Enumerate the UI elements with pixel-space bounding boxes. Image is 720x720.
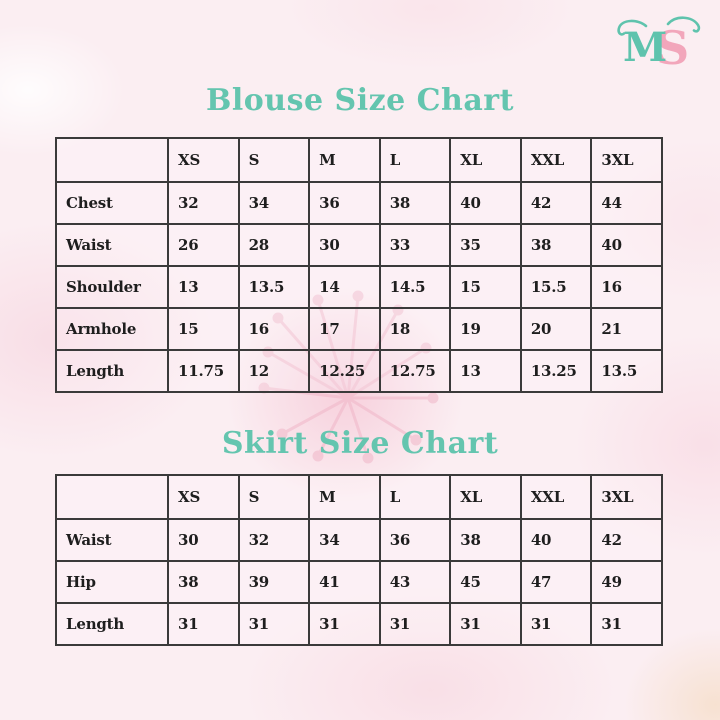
size-value: 13 <box>449 349 522 393</box>
row-label: Chest <box>55 181 169 225</box>
size-value: 34 <box>237 181 311 225</box>
size-value: 36 <box>378 518 452 562</box>
size-value: 14 <box>308 265 381 309</box>
size-value: 40 <box>590 223 663 267</box>
size-value: 17 <box>308 307 381 351</box>
size-value: 43 <box>378 560 452 604</box>
table-row: Armhole 15 16 17 18 19 20 21 <box>55 307 663 351</box>
col-header: XS <box>167 474 240 520</box>
size-value: 38 <box>449 518 522 562</box>
table-row: Chest 32 34 36 38 40 42 44 <box>55 181 663 225</box>
col-header: 3XL <box>590 137 663 183</box>
size-value: 42 <box>590 518 663 562</box>
size-value: 32 <box>167 181 240 225</box>
size-value: 45 <box>449 560 522 604</box>
size-value: 13 <box>167 265 240 309</box>
col-header: XXL <box>519 137 593 183</box>
corner-cell <box>55 474 169 520</box>
size-value: 12.75 <box>378 349 452 393</box>
size-value: 38 <box>519 223 593 267</box>
table-row: Waist 26 28 30 33 35 38 40 <box>55 223 663 267</box>
size-value: 12.25 <box>308 349 381 393</box>
size-value: 33 <box>378 223 452 267</box>
size-value: 19 <box>449 307 522 351</box>
size-value: 30 <box>308 223 381 267</box>
row-label: Hip <box>55 560 169 604</box>
row-label: Waist <box>55 518 169 562</box>
logo-right-swash <box>666 16 701 33</box>
size-value: 15 <box>167 307 240 351</box>
size-value: 26 <box>167 223 240 267</box>
size-value: 28 <box>237 223 311 267</box>
row-label: Length <box>55 349 169 393</box>
table-header-row: XS S M L XL XXL 3XL <box>55 137 663 183</box>
ms-monogram-logo: S M <box>617 16 701 75</box>
size-value: 38 <box>378 181 452 225</box>
col-header: XL <box>449 474 522 520</box>
col-header: XXL <box>519 474 593 520</box>
size-value: 31 <box>590 602 663 646</box>
size-value: 15 <box>449 265 522 309</box>
col-header: M <box>308 137 381 183</box>
size-value: 36 <box>308 181 381 225</box>
row-label: Armhole <box>55 307 169 351</box>
logo-letter-m: M <box>623 24 667 71</box>
blouse-chart-title: Blouse Size Chart <box>206 83 514 118</box>
col-header: S <box>237 474 311 520</box>
table-row: Length 31 31 31 31 31 31 31 <box>55 602 663 646</box>
size-value: 42 <box>519 181 593 225</box>
col-header: L <box>378 137 452 183</box>
col-header: M <box>308 474 381 520</box>
skirt-size-table: XS S M L XL XXL 3XL Waist 30 32 34 36 38… <box>55 474 663 646</box>
size-value: 31 <box>237 602 311 646</box>
row-label: Length <box>55 602 169 646</box>
size-value: 34 <box>308 518 381 562</box>
size-value: 40 <box>449 181 522 225</box>
size-value: 41 <box>308 560 381 604</box>
size-value: 12 <box>237 349 311 393</box>
row-label: Waist <box>55 223 169 267</box>
table-row: Hip 38 39 41 43 45 47 49 <box>55 560 663 604</box>
size-value: 21 <box>590 307 663 351</box>
col-header: S <box>237 137 311 183</box>
size-value: 49 <box>590 560 663 604</box>
size-value: 47 <box>519 560 593 604</box>
table-row: Waist 30 32 34 36 38 40 42 <box>55 518 663 562</box>
size-value: 30 <box>167 518 240 562</box>
size-value: 14.5 <box>378 265 452 309</box>
corner-cell <box>55 137 169 183</box>
size-value: 31 <box>519 602 593 646</box>
row-label: Shoulder <box>55 265 169 309</box>
size-value: 35 <box>449 223 522 267</box>
col-header: 3XL <box>590 474 663 520</box>
size-value: 11.75 <box>167 349 240 393</box>
size-value: 13.5 <box>237 265 311 309</box>
size-value: 44 <box>590 181 663 225</box>
size-value: 32 <box>237 518 311 562</box>
size-value: 16 <box>590 265 663 309</box>
col-header: XL <box>449 137 522 183</box>
table-header-row: XS S M L XL XXL 3XL <box>55 474 663 520</box>
size-value: 31 <box>378 602 452 646</box>
col-header: L <box>378 474 452 520</box>
size-value: 13.5 <box>590 349 663 393</box>
logo-letter-s: S <box>656 21 689 75</box>
size-value: 38 <box>167 560 240 604</box>
size-value: 16 <box>237 307 311 351</box>
logo-left-swash <box>617 19 648 36</box>
blouse-size-table: XS S M L XL XXL 3XL Chest 32 34 36 38 40… <box>55 137 663 393</box>
size-value: 31 <box>167 602 240 646</box>
size-value: 31 <box>449 602 522 646</box>
table-row: Length 11.75 12 12.25 12.75 13 13.25 13.… <box>55 349 663 393</box>
size-value: 40 <box>519 518 593 562</box>
col-header: XS <box>167 137 240 183</box>
size-value: 18 <box>378 307 452 351</box>
size-value: 31 <box>308 602 381 646</box>
size-value: 15.5 <box>519 265 593 309</box>
size-value: 20 <box>519 307 593 351</box>
skirt-chart-title: Skirt Size Chart <box>221 426 499 461</box>
size-value: 13.25 <box>519 349 593 393</box>
size-value: 39 <box>237 560 311 604</box>
table-row: Shoulder 13 13.5 14 14.5 15 15.5 16 <box>55 265 663 309</box>
